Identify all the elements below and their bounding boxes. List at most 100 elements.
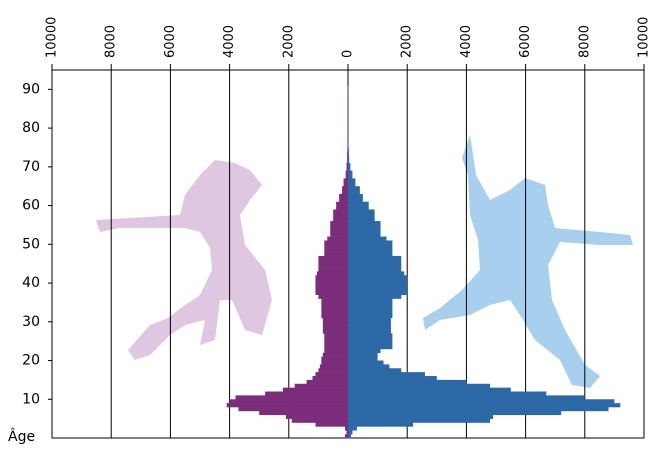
bar	[348, 193, 363, 199]
bar	[348, 352, 378, 357]
x-tick-label: 4000	[459, 25, 474, 58]
bar	[324, 240, 348, 245]
bar	[294, 383, 348, 388]
bar	[321, 356, 348, 361]
y-axis-label: Âge	[8, 427, 35, 445]
bar	[238, 407, 348, 412]
bar	[348, 170, 353, 175]
bar	[348, 228, 381, 233]
x-tick-label: 4000	[222, 25, 237, 58]
bar	[348, 434, 351, 439]
bar	[348, 135, 349, 141]
bar	[315, 279, 348, 284]
bar	[333, 217, 348, 222]
bar	[336, 201, 348, 206]
bar	[348, 178, 356, 183]
x-tick-label: 0	[341, 50, 356, 58]
bar	[330, 221, 348, 226]
bar	[346, 430, 348, 435]
bar	[348, 224, 381, 230]
bar	[348, 356, 378, 361]
bar	[348, 143, 349, 148]
bar	[318, 294, 348, 299]
bar	[348, 341, 393, 346]
bar	[327, 236, 348, 241]
bar	[316, 271, 348, 276]
bar	[348, 391, 547, 396]
bar	[333, 209, 348, 214]
bar	[348, 410, 562, 416]
bar	[346, 166, 348, 172]
bar	[348, 364, 390, 369]
bar	[315, 283, 348, 288]
bar	[324, 248, 348, 253]
bar	[348, 271, 405, 276]
bar	[339, 197, 348, 203]
bar	[348, 403, 621, 408]
bar	[343, 178, 348, 183]
bar	[321, 302, 348, 307]
bar	[315, 372, 348, 377]
bar	[285, 414, 348, 419]
x-tick-label: 6000	[518, 25, 533, 58]
bar	[291, 418, 348, 423]
bar	[306, 379, 348, 385]
bar	[259, 410, 348, 416]
bar	[348, 348, 381, 354]
bar	[345, 174, 348, 179]
bar	[342, 190, 348, 195]
bar	[348, 387, 511, 392]
x-tick-label: 10000	[637, 17, 650, 58]
bar	[330, 224, 348, 230]
bar	[348, 159, 350, 164]
silhouette-man	[423, 135, 633, 388]
bar	[347, 155, 348, 160]
bar	[348, 252, 393, 257]
bar	[321, 360, 348, 365]
bar	[348, 329, 391, 334]
bar	[321, 310, 348, 315]
bar	[318, 259, 348, 264]
bar	[348, 317, 391, 323]
bar	[348, 162, 351, 168]
y-tick-label: 40	[22, 275, 40, 291]
bar	[348, 298, 393, 303]
y-tick-label: 50	[22, 236, 40, 252]
bar	[348, 430, 353, 435]
bar	[348, 236, 387, 241]
bar	[348, 345, 393, 350]
bar	[265, 391, 348, 396]
bar	[348, 197, 363, 203]
bar	[348, 286, 408, 292]
bar	[348, 418, 491, 423]
bar	[324, 337, 348, 342]
bar	[348, 314, 393, 319]
bar	[348, 333, 393, 338]
bar	[348, 383, 491, 388]
y-tick-label: 20	[22, 353, 40, 369]
x-tick-label: 6000	[163, 25, 178, 58]
bar	[347, 135, 348, 141]
bar	[348, 399, 615, 404]
bar	[321, 314, 348, 319]
bar	[226, 403, 348, 408]
bar	[348, 186, 360, 191]
bar	[330, 232, 348, 237]
bar	[282, 387, 348, 392]
x-tick-label: 8000	[577, 25, 592, 58]
bar	[319, 364, 348, 369]
bar	[348, 139, 349, 144]
bar	[348, 244, 393, 249]
bar	[348, 368, 402, 373]
bar	[348, 209, 375, 214]
bar	[348, 321, 391, 326]
bar	[348, 263, 402, 268]
bar	[348, 275, 408, 280]
y-tick-label: 70	[22, 159, 40, 175]
bar	[348, 279, 408, 284]
bar	[348, 310, 393, 315]
bar	[322, 352, 348, 357]
bar	[321, 298, 348, 303]
bar	[342, 186, 348, 191]
bar	[324, 348, 348, 354]
